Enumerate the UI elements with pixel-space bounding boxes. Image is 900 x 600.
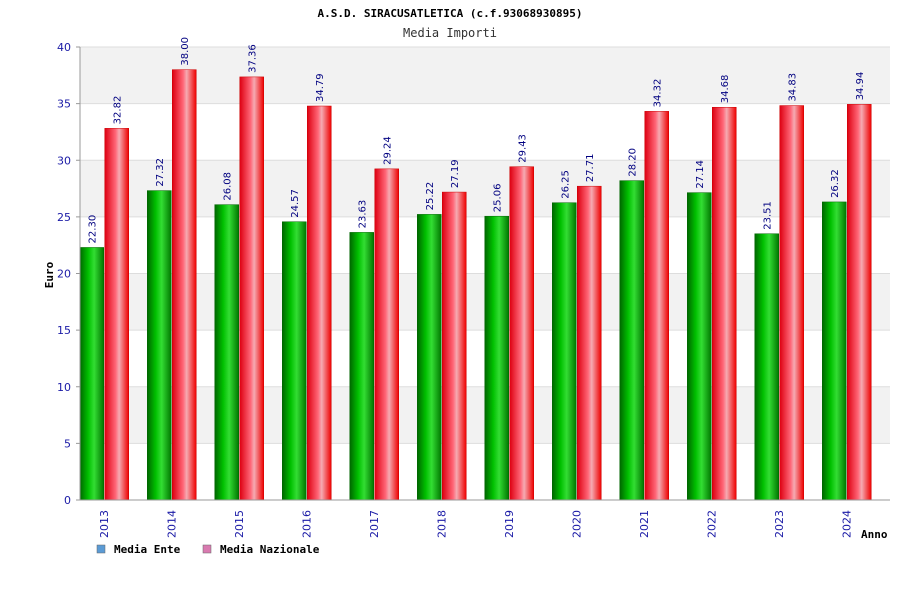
y-tick-label: 40: [57, 41, 71, 54]
data-label: 32.82: [113, 96, 124, 125]
bar-media-ente: [214, 204, 239, 501]
y-tick-label: 15: [57, 324, 71, 337]
legend: Media Ente Media Nazionale: [96, 543, 320, 556]
data-label: 27.71: [585, 154, 596, 183]
data-label: 25.06: [493, 184, 504, 213]
data-label: 23.63: [358, 200, 369, 229]
x-tick-label: 2019: [503, 510, 516, 538]
y-axis-ticks: 0 5 10 15 20 25 30 35 40: [57, 41, 80, 507]
bar-media-nazionale: [577, 185, 602, 501]
x-tick-label: 2020: [570, 510, 583, 538]
data-label: 26.08: [223, 172, 234, 201]
chart-subtitle: Media Importi: [403, 26, 497, 40]
data-label: 34.68: [720, 75, 731, 104]
x-tick-label: 2024: [840, 510, 853, 538]
data-label: 27.32: [155, 158, 166, 187]
legend-label-media-nazionale: Media Nazionale: [220, 543, 320, 556]
data-label: 34.79: [315, 73, 326, 102]
x-tick-label: 2017: [368, 510, 381, 538]
y-axis-label: Euro: [43, 261, 56, 288]
x-axis-label: Anno: [861, 528, 888, 541]
bar-media-nazionale: [104, 128, 129, 501]
data-label: 38.00: [180, 37, 191, 66]
data-label: 25.22: [425, 182, 436, 211]
data-label: 34.83: [788, 73, 799, 102]
bar-media-ente: [619, 180, 644, 501]
bar-media-nazionale: [509, 166, 534, 501]
data-label: 24.57: [290, 189, 301, 218]
data-label: 29.43: [518, 134, 529, 163]
data-label: 26.32: [830, 169, 841, 198]
x-tick-label: 2023: [773, 510, 786, 538]
bar-media-nazionale: [847, 104, 872, 501]
data-label: 23.51: [763, 201, 774, 230]
legend-label-media-ente: Media Ente: [114, 543, 181, 556]
bar-media-nazionale: [644, 111, 669, 501]
x-tick-label: 2013: [98, 510, 111, 538]
y-tick-label: 25: [57, 211, 71, 224]
chart-title: A.S.D. SIRACUSATLETICA (c.f.93068930895): [318, 7, 583, 20]
data-label: 34.94: [855, 72, 866, 101]
data-label: 27.14: [695, 160, 706, 189]
bar-media-ente: [822, 201, 847, 501]
data-labels: 22.30 32.82 27.32 38.00 26.08 37.36 24.57 34.79…: [88, 37, 867, 243]
bar-media-ente: [417, 214, 442, 501]
bar-media-nazionale: [239, 76, 264, 501]
bar-media-nazionale: [374, 168, 399, 501]
bar-media-ente: [282, 221, 307, 501]
y-tick-label: 30: [57, 154, 71, 167]
data-label: 29.24: [383, 136, 394, 165]
bar-media-ente: [552, 202, 577, 501]
data-label: 34.32: [653, 79, 664, 108]
plot-band: [80, 47, 890, 104]
legend-swatch-media-nazionale: [202, 544, 212, 554]
bar-media-ente: [754, 233, 779, 501]
plot-band: [80, 103, 890, 161]
data-label: 27.19: [450, 159, 461, 188]
bar-media-nazionale: [172, 69, 197, 501]
bar-media-ente: [484, 215, 509, 501]
x-tick-label: 2021: [638, 510, 651, 538]
x-tick-label: 2016: [300, 510, 313, 538]
legend-swatch-media-ente: [96, 544, 106, 554]
y-tick-label: 5: [64, 437, 71, 450]
x-tick-label: 2014: [165, 510, 178, 538]
y-tick-label: 10: [57, 381, 71, 394]
y-tick-label: 0: [64, 494, 71, 507]
x-tick-label: 2022: [705, 510, 718, 538]
data-label: 26.25: [560, 170, 571, 199]
data-label: 37.36: [248, 44, 259, 73]
bar-media-nazionale: [779, 105, 804, 501]
y-tick-label: 20: [57, 268, 71, 281]
bar-media-nazionale: [442, 191, 467, 501]
data-label: 28.20: [628, 148, 639, 177]
data-label: 22.30: [88, 215, 99, 244]
bar-media-ente: [147, 190, 172, 501]
bar-media-ente: [687, 192, 712, 501]
bar-media-ente: [79, 247, 104, 501]
x-axis-ticks: 2013 2014 2015 2016 2017 2018 2019 2020 2021 2022…: [98, 510, 854, 538]
y-tick-label: 35: [57, 98, 71, 111]
bar-media-ente: [349, 232, 374, 501]
bars: [79, 69, 872, 501]
x-tick-label: 2015: [233, 510, 246, 538]
bar-media-nazionale: [307, 105, 332, 501]
x-tick-label: 2018: [435, 510, 448, 538]
bar-media-nazionale: [712, 106, 737, 501]
